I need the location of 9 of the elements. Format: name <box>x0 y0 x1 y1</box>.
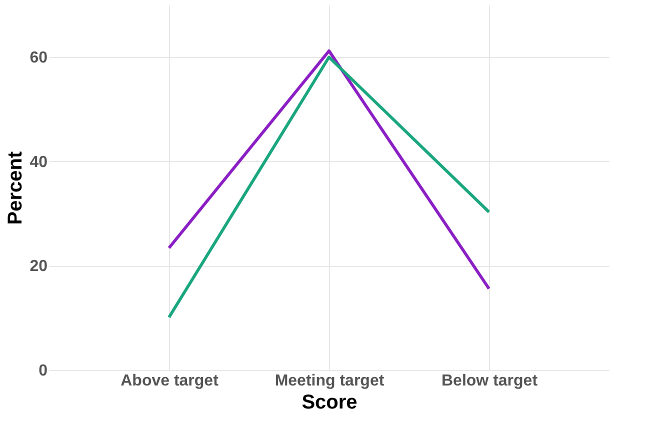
x-tick-label: Meeting target <box>274 372 385 390</box>
y-tick-label: 40 <box>30 154 48 171</box>
x-tick-label: Above target <box>120 372 220 390</box>
y-tick-label: 60 <box>30 50 48 67</box>
y-tick-label: 20 <box>30 258 48 276</box>
x-tick-label: Below target <box>441 372 538 390</box>
x-axis-title: Score <box>302 392 358 414</box>
y-axis-title: Percent <box>4 150 27 225</box>
y-tick-label: 0 <box>38 362 48 380</box>
